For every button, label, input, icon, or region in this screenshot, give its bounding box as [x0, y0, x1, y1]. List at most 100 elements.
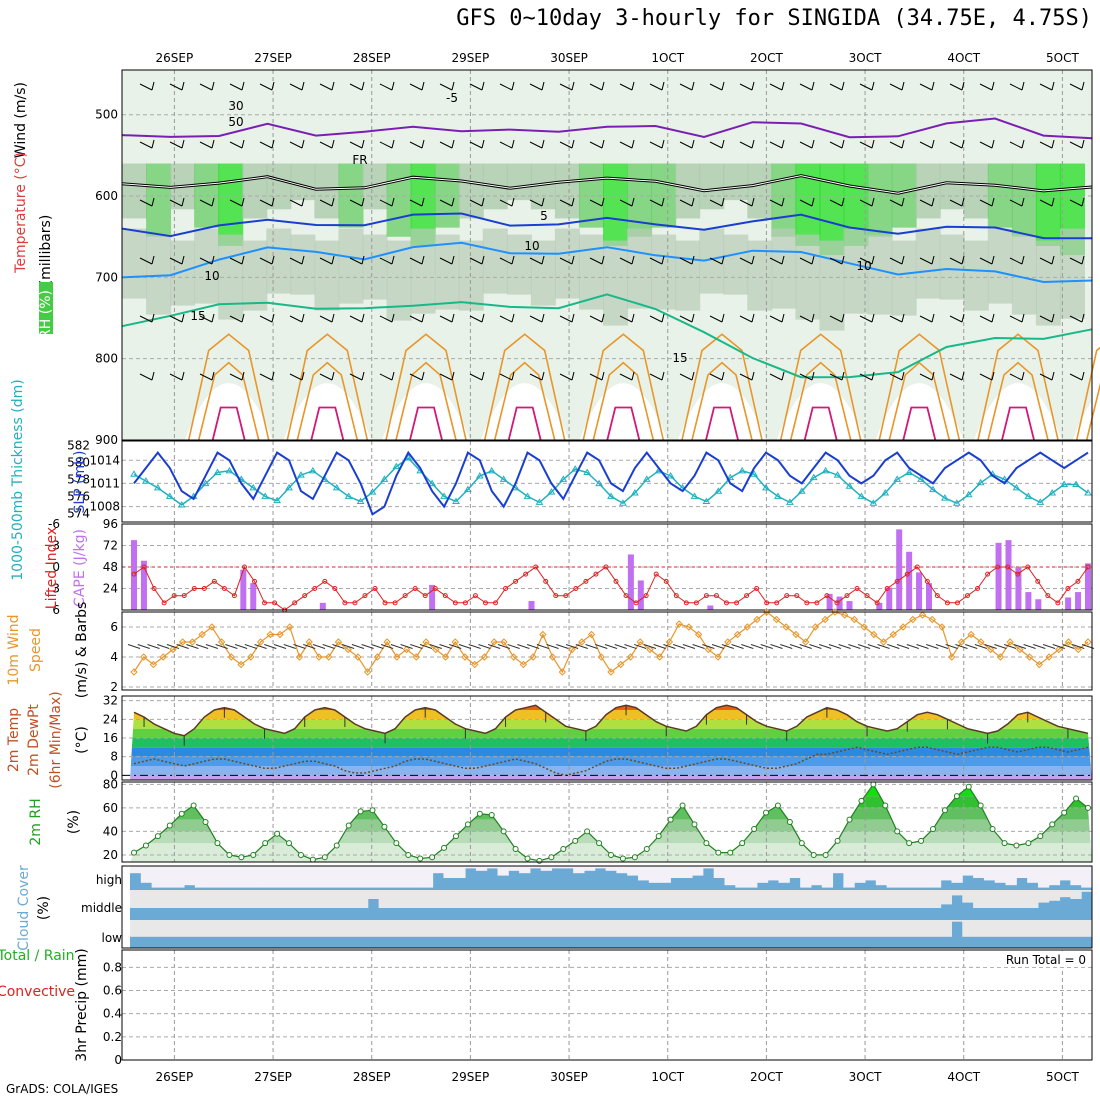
wind-barb — [469, 315, 483, 323]
cloud-cell-high — [583, 866, 596, 871]
wind-barb — [229, 315, 243, 323]
wind-speed-point — [529, 653, 537, 661]
cloud-cell-low — [929, 920, 942, 937]
wind-barb-flag — [181, 81, 185, 91]
li-point — [1045, 593, 1051, 599]
cape-bar — [916, 572, 923, 610]
wind-barb-10m — [1042, 644, 1056, 649]
rh-point — [655, 833, 662, 840]
temp-band — [130, 747, 1092, 757]
wind-speed-point — [286, 623, 294, 631]
cloud-cell-middle — [259, 890, 272, 908]
cloud-level-label-high: high — [96, 873, 122, 887]
cape-bar — [627, 554, 634, 610]
li-tick-label: -3 — [48, 539, 60, 553]
cloud-cell-middle — [616, 890, 628, 908]
wind-barb — [139, 315, 153, 323]
thickness-point — [165, 492, 174, 499]
isotherm-line — [121, 293, 1093, 379]
cloud-cell-high — [238, 866, 250, 888]
cloud-cell-high — [756, 866, 769, 883]
rh-cell — [675, 163, 701, 219]
wind-barb-flag — [871, 139, 875, 149]
wind-barb — [979, 373, 993, 381]
cloud-cell-low — [400, 920, 412, 937]
cloud-cell-high — [659, 866, 671, 883]
wind-barb-flag — [961, 313, 965, 323]
date-label-top: 1OCT — [651, 51, 684, 65]
cloud-cell-low — [248, 920, 261, 937]
wind-barb — [679, 373, 693, 381]
wind-barb-10m — [867, 644, 880, 649]
rh-point — [846, 816, 853, 823]
wind-tick-label: 4 — [110, 650, 118, 664]
wind-barb — [1039, 373, 1053, 381]
wind-barb — [829, 141, 843, 149]
li-point — [493, 600, 499, 606]
wind-barb-10m — [614, 644, 627, 649]
wind-barb-flag — [1021, 313, 1025, 323]
cloud-cell-low — [875, 920, 888, 937]
wind-barb-flag — [571, 313, 575, 323]
cloud-cell-middle — [486, 890, 499, 908]
cloud-cell-low — [767, 920, 780, 937]
cloud-cell-high — [454, 866, 466, 878]
wind-barb-flag — [211, 139, 215, 149]
rh-cell — [554, 228, 580, 299]
li-point — [924, 578, 930, 584]
rh-point — [1049, 821, 1056, 828]
wind-barb-flag — [721, 313, 725, 323]
thickness-point — [619, 499, 627, 506]
cloud-cell-high — [746, 866, 758, 888]
wind-barb-10m — [322, 644, 335, 649]
boundary-layer-bubble — [480, 383, 569, 440]
contour-label: 15 — [190, 309, 205, 323]
wind-barb-10m — [575, 644, 588, 649]
cape-bar — [637, 580, 644, 610]
cloud-cell-high — [1048, 866, 1061, 886]
rh-tick-label: 40 — [103, 824, 118, 838]
cloud-cell-low — [800, 920, 812, 937]
wind-barb-flag — [991, 371, 995, 381]
run-total-label: Run Total = 0 — [1006, 953, 1086, 967]
wind-barb-flag — [511, 255, 515, 265]
rh-cell — [434, 234, 460, 310]
cloud-cell-high — [1059, 866, 1071, 881]
cloud-cell-middle — [865, 890, 877, 908]
rh-point — [619, 855, 626, 862]
wind-barb-10m — [410, 644, 423, 649]
rh-point — [810, 851, 817, 858]
wind-barb — [559, 141, 573, 149]
boundary-layer-bubble — [382, 383, 470, 440]
cloud-cell-middle — [335, 890, 347, 908]
wind-barb-flag — [211, 313, 215, 323]
cloud-cell-low — [551, 920, 563, 937]
cloud-cell-low — [270, 920, 282, 937]
wind-barb — [949, 373, 963, 381]
cloud-cell-middle — [1081, 890, 1093, 892]
wind-barb-10m — [819, 644, 832, 649]
thickness-point — [559, 475, 568, 482]
rh-point — [297, 851, 304, 858]
wind-barb — [409, 141, 423, 149]
rh-point — [178, 810, 185, 817]
wind-speed-point — [1055, 645, 1063, 654]
cape-bar — [1065, 597, 1072, 610]
wind-barb-flag — [691, 255, 695, 265]
cloud-cell-middle — [735, 890, 747, 908]
rh-cell — [1011, 234, 1037, 315]
isotherm-25-line — [493, 361, 556, 441]
cloud-cell-high — [205, 866, 217, 888]
wind-barb-flag — [751, 255, 755, 265]
wind-barb-flag — [991, 81, 995, 91]
cloud-cell-high — [973, 866, 985, 878]
wind-barb — [919, 373, 933, 381]
cloud-cell-middle — [432, 890, 444, 908]
cloud-cell-high — [140, 866, 153, 883]
isotherm-20-line — [286, 333, 369, 441]
cloud-cell-high — [638, 866, 650, 881]
wind-barb-10m — [760, 644, 773, 649]
wind-speed-point — [850, 615, 859, 624]
cloud-cell-low — [411, 920, 423, 937]
wind-barb-10m — [702, 644, 715, 649]
